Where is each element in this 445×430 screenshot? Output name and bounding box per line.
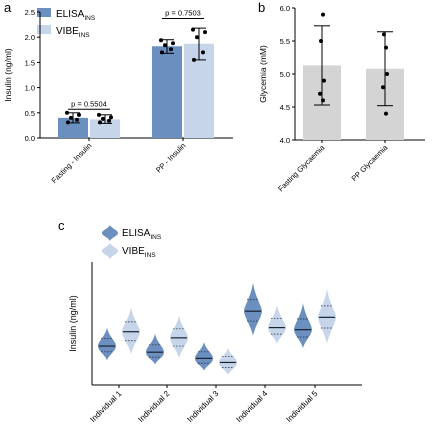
violin-c-1-1 — [170, 315, 188, 359]
point-b — [384, 45, 388, 50]
violin-c-1-4 — [318, 288, 336, 344]
point-a — [66, 120, 70, 125]
point-a — [163, 43, 167, 48]
point-b — [318, 91, 322, 96]
bar-a-0-0 — [58, 117, 88, 138]
point-a — [192, 57, 196, 62]
y-tick-label-a: 1.0 — [25, 84, 35, 93]
point-a — [160, 50, 164, 55]
violin-c-1-0 — [122, 307, 140, 355]
y-axis-label-c: Insulin (ng/ml) — [68, 295, 78, 352]
chart-b: 4.0 4.5 5.0 5.5 6.0 Glycemia (mM) Fasting Glyc… — [258, 4, 425, 193]
point-a — [101, 116, 105, 121]
point-a — [171, 41, 175, 46]
y-tick-label-a: 2.5 — [25, 8, 35, 17]
y-tick-label-b: 4.5 — [280, 103, 290, 112]
chart-c: Insulin (ng/ml) Individual 1 Individual 2 I… — [68, 262, 362, 424]
point-a — [69, 115, 73, 120]
panel-a-letter: a — [4, 0, 12, 15]
x-tick-label-b: Fasting Glycaemia — [276, 142, 327, 193]
violin-c-0-4 — [294, 303, 312, 349]
legend-c-vibe-label: VIBEINS — [122, 246, 156, 259]
panel-c-letter: c — [58, 218, 65, 233]
point-b — [384, 111, 388, 116]
violin-c-0-0 — [98, 327, 116, 361]
x-tick-label-a: Fasting - Insulin — [50, 141, 94, 185]
point-b — [321, 98, 325, 103]
p-value-a: p = 0.5504 — [71, 99, 107, 108]
legend-a-vibe-label: VIBEINS — [56, 26, 90, 39]
legend-a-vibe-swatch — [37, 25, 51, 34]
point-b — [319, 39, 323, 43]
point-a — [191, 27, 195, 32]
point-a — [201, 50, 205, 55]
y-axis-label-a: Insulin (ng/ml) — [3, 48, 13, 102]
bar-a-0-1 — [152, 46, 182, 138]
x-tick-label-c: Individual 2 — [136, 389, 171, 424]
point-a — [169, 47, 173, 52]
point-a — [77, 112, 81, 117]
x-tick-label-c: Individual 4 — [234, 389, 269, 424]
legend-c-elisa-swatch — [102, 225, 118, 241]
x-tick-label-c: Individual 3 — [185, 389, 220, 424]
y-tick-label-b: 5.5 — [280, 37, 290, 46]
y-tick-label-a: 2.0 — [25, 33, 35, 42]
point-b — [321, 12, 325, 17]
point-a — [203, 30, 207, 35]
violin-c-0-2 — [195, 341, 213, 371]
point-a — [65, 110, 69, 115]
y-tick-label-a: 0.0 — [25, 134, 35, 143]
chart-a: 0.0 0.5 1.0 1.5 2.0 2.5 Insulin (ng/ml) p = 0.5… — [3, 8, 233, 185]
bar-a-1-0 — [90, 119, 120, 138]
legend-violin-icon — [102, 225, 118, 241]
legend-panel-a: ELISAINS VIBEINS — [37, 8, 96, 39]
legend-a-elisa-label: ELISAINS — [56, 9, 96, 22]
panel-b-letter: b — [258, 0, 265, 15]
x-tick-label-a: PP - Insulin — [154, 141, 187, 174]
legend-panel-c: ELISAINS VIBEINS — [102, 225, 162, 259]
x-tick-label-c: Individual 5 — [284, 389, 319, 424]
y-tick-label-b: 5.0 — [280, 70, 290, 79]
violin-c-0-1 — [146, 333, 164, 365]
point-b — [322, 78, 326, 83]
y-axis-label-b: Glycemia (mM) — [258, 45, 268, 103]
legend-a-elisa-swatch — [37, 8, 51, 17]
y-tick-label-a: 1.5 — [25, 58, 35, 67]
point-b — [381, 85, 385, 90]
point-a — [98, 120, 102, 125]
y-tick-label-b: 6.0 — [280, 4, 290, 13]
y-tick-label-b: 4.0 — [280, 136, 290, 145]
p-value-a: p = 0.7503 — [165, 9, 201, 18]
point-b — [382, 32, 386, 37]
point-a — [75, 117, 79, 122]
legend-c-vibe-swatch — [102, 243, 118, 259]
point-a — [109, 115, 113, 120]
violin-c-0-3 — [244, 282, 262, 336]
point-a — [97, 112, 101, 117]
x-tick-label-b: PP Glycaemia — [350, 142, 390, 182]
violin-c-1-2 — [219, 348, 237, 375]
x-tick-label-c: Individual 1 — [88, 389, 123, 424]
point-b — [385, 72, 389, 76]
legend-c-elisa-label: ELISAINS — [122, 228, 162, 241]
point-a — [195, 35, 199, 40]
violin-c-1-3 — [268, 305, 286, 344]
y-tick-label-a: 0.5 — [25, 109, 35, 118]
legend-violin-icon — [102, 243, 118, 259]
point-a — [107, 118, 111, 123]
point-a — [159, 38, 163, 43]
